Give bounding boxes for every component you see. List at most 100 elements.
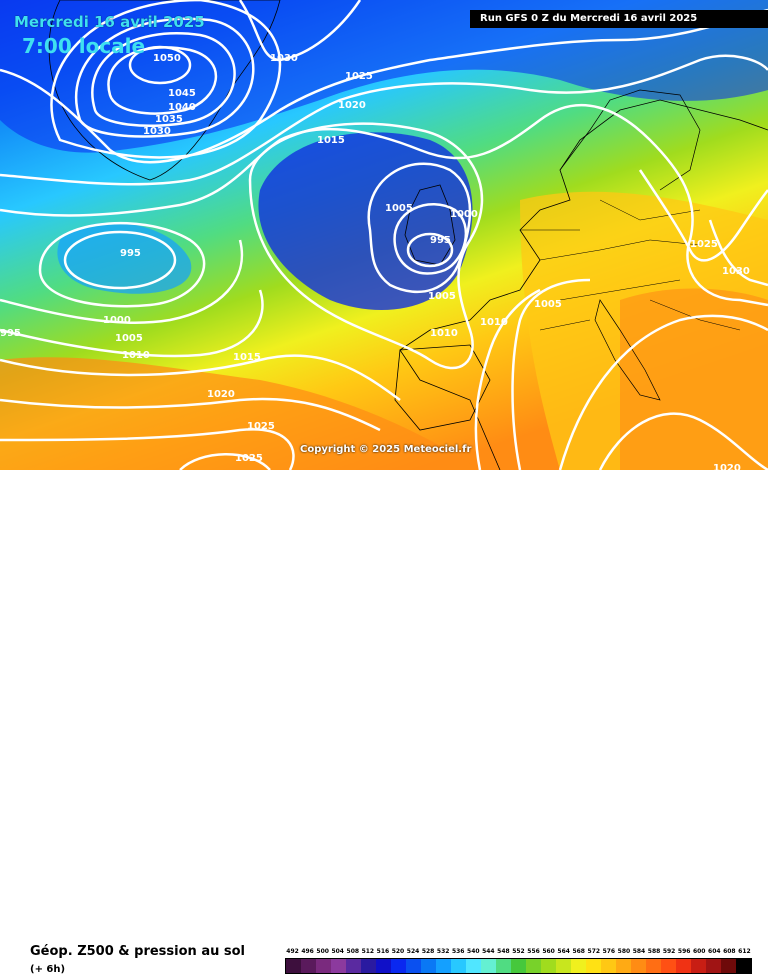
color-scale-labels: 492 496 500 504 508 512 516 520 524 528 532 536 540 5… bbox=[285, 948, 752, 958]
scale-swatch bbox=[721, 959, 736, 973]
scale-swatch bbox=[511, 959, 526, 973]
scale-swatch bbox=[316, 959, 331, 973]
scale-label: 548 bbox=[497, 948, 510, 955]
scale-label: 492 bbox=[286, 948, 299, 955]
isobar-1010-ring bbox=[248, 122, 484, 370]
isobar-label: 1025 bbox=[235, 453, 263, 464]
isobar-1020 bbox=[0, 54, 768, 186]
isobar-label: 995 bbox=[120, 248, 141, 259]
scale-swatch bbox=[421, 959, 436, 973]
scale-swatch bbox=[436, 959, 451, 973]
isobar-label: 1040 bbox=[168, 102, 196, 113]
scale-label: 552 bbox=[512, 948, 525, 955]
scale-label: 600 bbox=[692, 948, 706, 955]
weather-map: 1050 1045 1040 1035 1030 1030 1025 1020 … bbox=[0, 0, 768, 474]
scale-label: 500 bbox=[316, 948, 329, 955]
isobar-label: 1020 bbox=[713, 463, 741, 470]
scale-swatch bbox=[361, 959, 376, 973]
scale-label: 532 bbox=[436, 948, 450, 955]
scale-label: 576 bbox=[602, 948, 616, 955]
scale-label: 508 bbox=[346, 948, 360, 955]
scale-swatch bbox=[496, 959, 511, 973]
scale-label: 564 bbox=[557, 948, 570, 955]
isobar-label: 1005 bbox=[385, 203, 413, 214]
scale-swatch bbox=[406, 959, 421, 973]
polar-field bbox=[0, 0, 768, 153]
isobar-995-west bbox=[63, 230, 177, 290]
isobar-1000-west bbox=[38, 221, 206, 308]
scale-label: 560 bbox=[542, 948, 555, 955]
central-low-field bbox=[258, 132, 473, 310]
scale-swatch bbox=[331, 959, 346, 973]
forecast-time: 7:00 locale bbox=[22, 34, 146, 58]
isobar-label: 1005 bbox=[428, 291, 456, 302]
scale-label: 580 bbox=[617, 948, 631, 955]
scale-label: 544 bbox=[482, 948, 495, 955]
scale-label: 516 bbox=[376, 948, 390, 955]
scale-swatch bbox=[541, 959, 556, 973]
isobar-label: 1030 bbox=[270, 53, 298, 64]
subtropical-high-field bbox=[0, 357, 480, 470]
scale-swatch bbox=[451, 959, 466, 973]
scale-swatch bbox=[571, 959, 586, 973]
color-scale-bar bbox=[285, 958, 752, 974]
isobar-label: 995 bbox=[0, 328, 21, 339]
border-lines bbox=[520, 199, 741, 331]
isobar-label: 1025 bbox=[690, 239, 718, 250]
isobar-labels: 1050 1045 1040 1035 1030 1030 1025 1020 … bbox=[0, 53, 750, 474]
scale-label: 592 bbox=[662, 948, 676, 955]
isobar-1010-e bbox=[474, 288, 541, 471]
scale-swatch bbox=[661, 959, 676, 973]
scale-swatch bbox=[466, 959, 481, 973]
isobar-label: 1015 bbox=[233, 352, 261, 363]
isobar-label: 1010 bbox=[480, 317, 508, 328]
scale-swatch bbox=[556, 959, 571, 973]
scale-swatch bbox=[646, 959, 661, 973]
east-orange-field bbox=[620, 288, 768, 470]
isobar-label: 1005 bbox=[115, 333, 143, 344]
iberia-outline bbox=[394, 344, 491, 431]
isobar-label: 1000 bbox=[103, 315, 131, 326]
isobar-995-core bbox=[406, 232, 454, 268]
scale-swatch bbox=[601, 959, 616, 973]
scale-swatch bbox=[736, 959, 751, 973]
isobar-1040 bbox=[91, 32, 236, 127]
scale-swatch bbox=[301, 959, 316, 973]
isobar-1035 bbox=[74, 17, 255, 138]
isobars bbox=[0, 0, 768, 472]
isobar-1045 bbox=[107, 46, 218, 115]
scale-label: 604 bbox=[708, 948, 721, 955]
isobar-label: 1020 bbox=[338, 100, 366, 111]
isobar-label: 1010 bbox=[430, 328, 458, 339]
forecast-step: (+ 6h) bbox=[30, 964, 66, 975]
scale-swatch bbox=[391, 959, 406, 973]
isobar-1030 bbox=[50, 0, 282, 159]
isobar-label: 1035 bbox=[155, 114, 183, 125]
italy-outline bbox=[594, 299, 661, 401]
isobar-1005-west bbox=[0, 239, 244, 324]
scale-label: 556 bbox=[527, 948, 540, 955]
isobar-label: 1000 bbox=[450, 209, 478, 220]
scale-label: 588 bbox=[647, 948, 661, 955]
isobar-label: 1030 bbox=[143, 126, 171, 137]
isobar-1025-s bbox=[0, 428, 295, 471]
isobar-1015-s bbox=[0, 354, 401, 402]
isobar-1025-east bbox=[638, 169, 768, 262]
scale-swatch bbox=[286, 959, 301, 973]
isobar-1025 bbox=[0, 8, 768, 164]
scale-label: 524 bbox=[406, 948, 420, 955]
scale-label: 520 bbox=[391, 948, 405, 955]
isobar-label: 1050 bbox=[153, 53, 181, 64]
isobar-1030-east bbox=[708, 219, 768, 287]
scale-label: 596 bbox=[677, 948, 691, 955]
scale-label: 528 bbox=[421, 948, 435, 955]
isobar-label: 1005 bbox=[534, 299, 562, 310]
isobar-1025-sw bbox=[179, 453, 271, 471]
isobar-1005-e bbox=[511, 278, 591, 471]
scale-label: 572 bbox=[587, 948, 601, 955]
scale-label: 504 bbox=[331, 948, 344, 955]
isobar-label: 1010 bbox=[122, 350, 150, 361]
isobar-1020-e bbox=[558, 314, 768, 471]
scale-label: 536 bbox=[451, 948, 465, 955]
isobar-1015 bbox=[0, 103, 768, 307]
